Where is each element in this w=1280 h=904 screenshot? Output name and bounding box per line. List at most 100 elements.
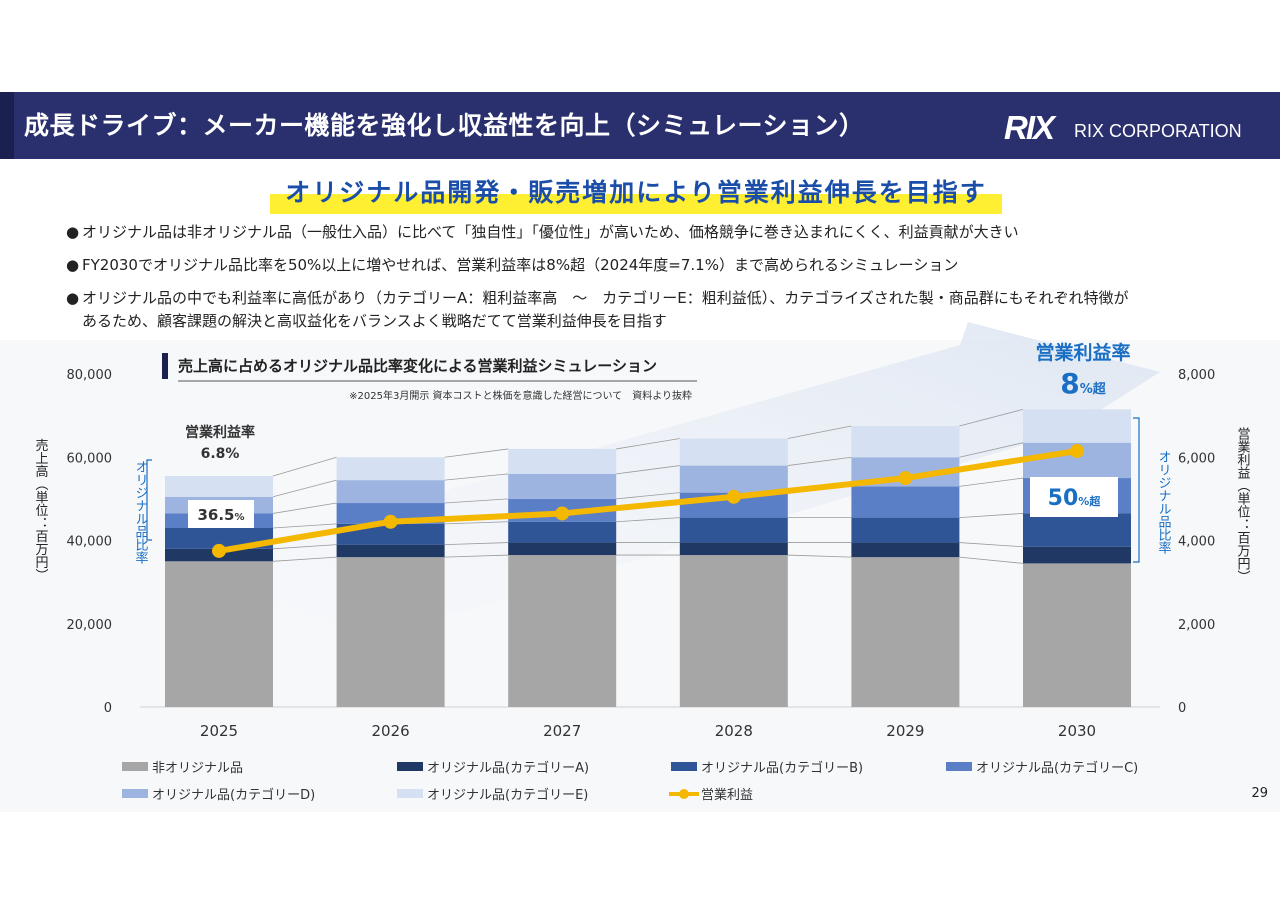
bar-2028-series-5 bbox=[679, 438, 788, 466]
ratio-bracket-2025 bbox=[146, 459, 152, 541]
left-tick-label: 40,000 bbox=[67, 535, 113, 550]
bar-2030-series-5 bbox=[1023, 409, 1131, 443]
x-tick-label: 2028 bbox=[715, 722, 753, 740]
ratio-2025-number: 36.5 bbox=[197, 506, 234, 524]
ratio-2025-text: 36.5% bbox=[197, 506, 244, 524]
chart-legend: 非オリジナル品 オリジナル品(カテゴリーA) オリジナル品(カテゴリーB) オリジナル… bbox=[122, 760, 1138, 803]
connector-line bbox=[444, 542, 509, 546]
connector-line bbox=[959, 542, 1024, 548]
profit-point bbox=[212, 543, 226, 558]
bar-2030-series-2 bbox=[1023, 513, 1131, 547]
page-title: 成長ドライブ：メーカー機能を強化し収益性を向上（シミュレーション） bbox=[24, 111, 865, 140]
company-logo-text: RIX CORPORATION bbox=[1074, 121, 1242, 141]
bar-2028-series-1 bbox=[679, 542, 788, 556]
x-tick-label: 2025 bbox=[200, 722, 238, 740]
bar-2028-series-4 bbox=[679, 465, 788, 493]
legend-label: オリジナル品(カテゴリーE) bbox=[427, 787, 588, 803]
bullet-dot: ● bbox=[66, 289, 80, 307]
profit-line-path bbox=[218, 448, 1078, 554]
logo-mark-text: RIX bbox=[1004, 109, 1055, 146]
connector-line bbox=[444, 498, 509, 504]
bullet-1: ● オリジナル品は非オリジナル品（一般仕入品）に比べて「独自性」「優位性」が高いた… bbox=[66, 221, 1019, 242]
connector-line bbox=[616, 438, 680, 450]
connector-line bbox=[272, 502, 337, 514]
bar-2029-series-2 bbox=[851, 517, 960, 543]
header-bar bbox=[0, 92, 1280, 159]
ratio-2030-text: 50%超 bbox=[1048, 486, 1102, 511]
ratio-box-2025 bbox=[188, 500, 254, 528]
profit-point bbox=[555, 506, 570, 521]
bar-2026-series-0 bbox=[336, 557, 445, 707]
legend-swatch bbox=[122, 789, 148, 798]
legend-swatch bbox=[397, 762, 423, 771]
company-logo-mark: RIX bbox=[1004, 109, 1055, 147]
margin-2030-value: 8%超 bbox=[1060, 367, 1107, 400]
connector-line bbox=[959, 513, 1024, 519]
connector-line bbox=[787, 456, 852, 466]
right-tick-label: 4,000 bbox=[1178, 535, 1215, 550]
connector-line bbox=[444, 473, 509, 481]
bullet-dot: ● bbox=[66, 223, 80, 241]
operating-profit-line bbox=[212, 444, 1084, 558]
bullet-text: オリジナル品は非オリジナル品（一般仕入品）に比べて「独自性」「優位性」が高いため… bbox=[82, 223, 1019, 241]
connector-line bbox=[959, 442, 1024, 458]
bullet-3: ● オリジナル品の中でも利益率に高低があり（カテゴリーA：粗利益率高 ～ カテゴリ… bbox=[66, 287, 1129, 308]
connector-line bbox=[444, 554, 509, 558]
connector-line bbox=[272, 523, 337, 529]
x-tick-label: 2029 bbox=[886, 722, 924, 740]
legend-label: オリジナル品(カテゴリーA) bbox=[427, 760, 589, 776]
margin-2025-value: 6.8% bbox=[201, 446, 240, 462]
connector-line bbox=[272, 544, 337, 550]
profit-point bbox=[383, 514, 398, 529]
right-tick-label: 8,000 bbox=[1178, 368, 1215, 383]
bar-2025-series-5 bbox=[165, 475, 273, 497]
profit-point bbox=[898, 471, 913, 486]
legend-swatch bbox=[122, 762, 148, 771]
chart-source-note: ※2025年3月開示 資本コストと株価を意識した経営について 資料より抜粋 bbox=[349, 389, 692, 402]
margin-2030-suffix: %超 bbox=[1080, 381, 1107, 397]
bar-2029-series-3 bbox=[851, 486, 960, 518]
bar-2025-series-0 bbox=[165, 561, 273, 707]
bullet-3-continuation: あるため、顧客課題の解決と高収益化をバランスよく戦略だてて営業利益伸長を目指す bbox=[82, 312, 667, 330]
connector-line bbox=[959, 408, 1024, 427]
connector-line bbox=[616, 465, 680, 475]
bar-2027-series-5 bbox=[508, 448, 617, 474]
legend-line-marker bbox=[679, 789, 689, 799]
left-tick-label: 80,000 bbox=[67, 368, 113, 383]
profit-point bbox=[726, 489, 741, 504]
bar-2027-series-1 bbox=[508, 542, 617, 556]
right-axis-ticks: 0 2,000 4,000 6,000 8,000 bbox=[1178, 368, 1215, 716]
ratio-label-2025: オリジナル品比率 bbox=[133, 460, 149, 564]
ratio-2030-unit: %超 bbox=[1078, 494, 1101, 508]
bullet-text: FY2030でオリジナル品比率を50%以上に増やせれば、営業利益率は8%超（20… bbox=[82, 256, 959, 274]
x-axis-labels: 2025 2026 2027 2028 2029 2030 bbox=[200, 722, 1096, 740]
x-tick-label: 2030 bbox=[1058, 722, 1096, 740]
connector-line bbox=[272, 556, 337, 562]
bar-2027-series-2 bbox=[508, 521, 617, 543]
legend-swatch bbox=[671, 762, 697, 771]
ratio-2030-number: 50 bbox=[1048, 486, 1079, 511]
slide-subtitle: オリジナル品開発・販売増加により営業利益伸長を目指す bbox=[285, 178, 987, 207]
chart-title-marker bbox=[162, 353, 168, 379]
bar-2028-series-0 bbox=[679, 555, 788, 707]
left-tick-label: 20,000 bbox=[67, 618, 113, 633]
left-axis-label: 売上高（単位：百万円） bbox=[33, 438, 49, 582]
ratio-label-2030: オリジナル品比率 bbox=[1156, 450, 1172, 554]
bar-2030-series-0 bbox=[1023, 563, 1131, 707]
connector-line bbox=[272, 479, 337, 498]
connector-line bbox=[272, 456, 337, 477]
right-tick-label: 2,000 bbox=[1178, 618, 1215, 633]
connector-line bbox=[616, 517, 680, 523]
page-number: 29 bbox=[1251, 786, 1268, 801]
bar-2027-series-0 bbox=[508, 555, 617, 707]
right-tick-label: 6,000 bbox=[1178, 451, 1215, 466]
bar-2027-series-4 bbox=[508, 473, 617, 499]
subtitle-highlight bbox=[270, 194, 1002, 214]
margin-2030-number: 8 bbox=[1060, 367, 1079, 400]
ratio-box-2030 bbox=[1030, 477, 1118, 517]
ratio-bracket-2030 bbox=[1133, 417, 1140, 563]
x-tick-label: 2027 bbox=[543, 722, 581, 740]
bar-2029-series-1 bbox=[851, 542, 960, 558]
